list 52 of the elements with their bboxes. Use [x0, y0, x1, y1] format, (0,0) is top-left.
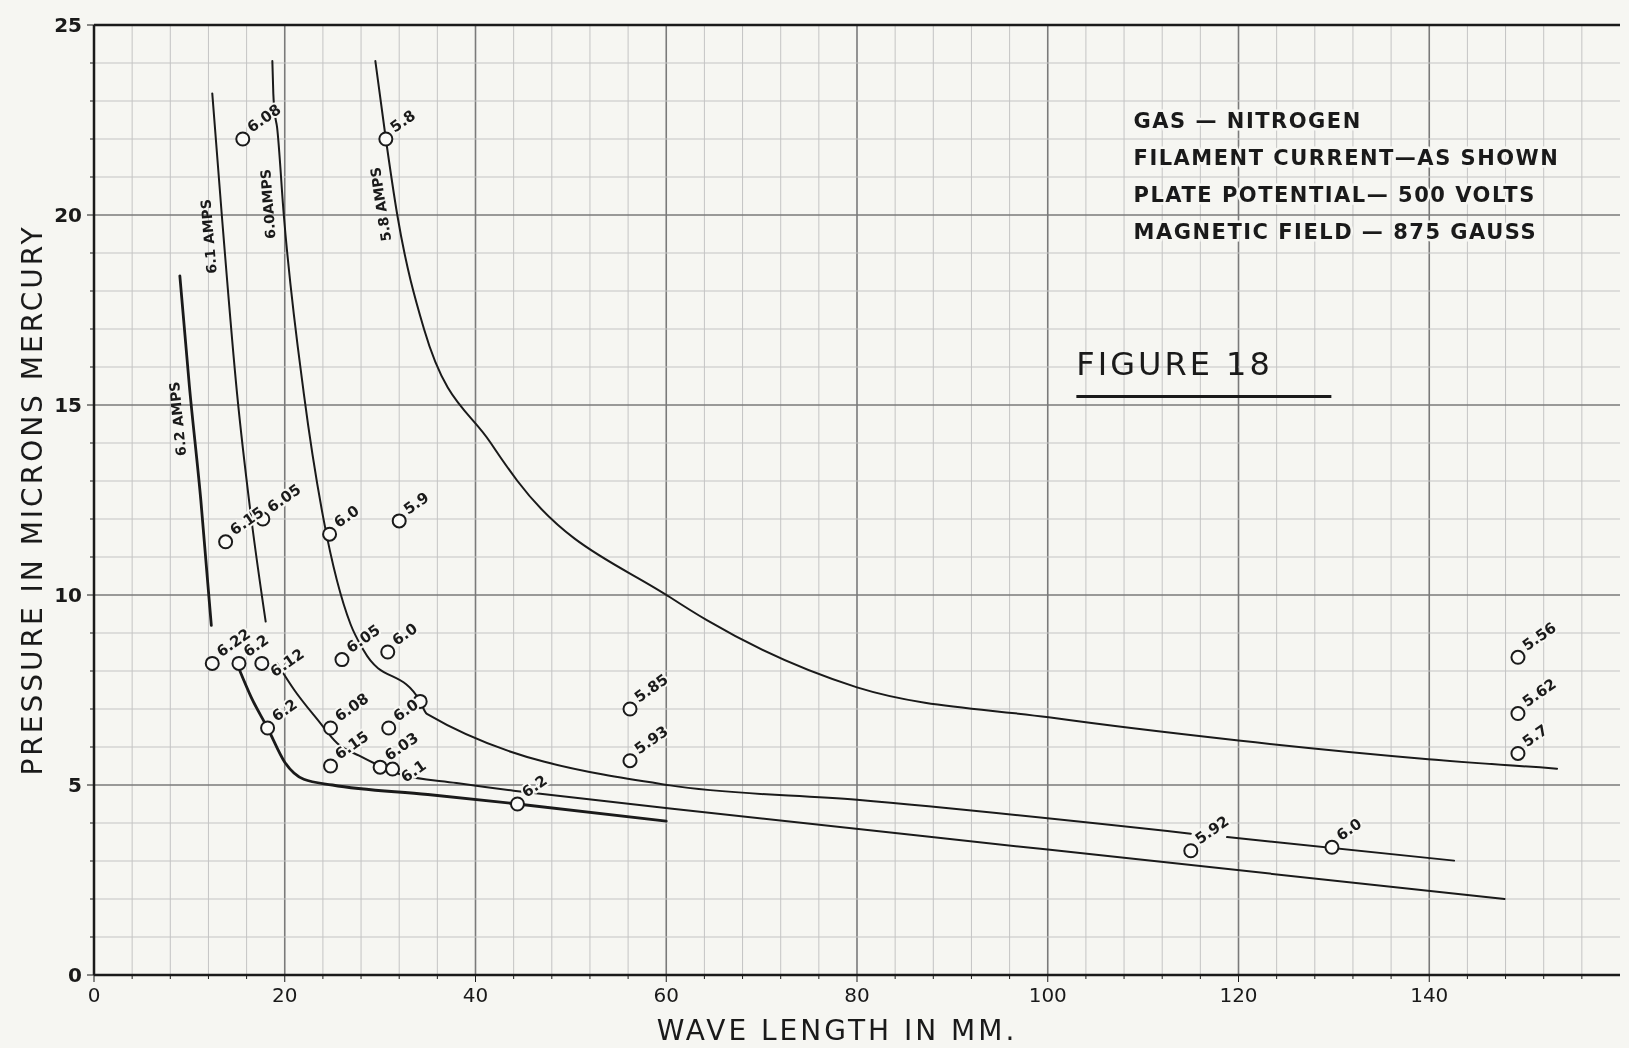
point: [1510, 649, 1526, 665]
point: [334, 652, 350, 668]
point: [622, 701, 638, 717]
point: [622, 753, 638, 769]
x-tick-label: 20: [272, 983, 298, 1007]
x-tick-label: 80: [844, 983, 870, 1007]
point: [235, 131, 251, 147]
x-tick-label: 60: [653, 983, 679, 1007]
point: [391, 513, 407, 529]
text: FIGURE 18: [1076, 344, 1273, 383]
point: [1183, 843, 1199, 859]
x-tick-label: 0: [87, 983, 101, 1007]
y-tick-label: 25: [54, 13, 82, 37]
y-tick-label: 15: [54, 393, 82, 417]
point: [323, 758, 339, 774]
annotation: 6.1: [397, 756, 430, 787]
y-axis-title: PRESSURE IN MICRONS MERCURY: [16, 224, 49, 776]
point: [322, 526, 338, 542]
point: [231, 655, 247, 671]
x-tick-label: 40: [462, 983, 489, 1007]
point: [378, 131, 394, 147]
point: [509, 796, 525, 812]
point: [260, 720, 276, 736]
annotation: 6.2: [518, 771, 551, 802]
annotation: 6.0: [388, 619, 421, 650]
annotation: 6.0: [1332, 814, 1366, 845]
annotation: 5.9: [400, 488, 433, 519]
y-tick-label: 5: [68, 773, 82, 797]
point: [372, 759, 388, 775]
point: [254, 655, 270, 671]
y-tick-label: 10: [54, 583, 82, 607]
point: [218, 534, 234, 550]
point: [380, 644, 396, 660]
point: [1510, 745, 1526, 761]
y-tick-label: 0: [68, 963, 82, 987]
point: [1324, 839, 1340, 855]
point: [204, 655, 220, 671]
annotation: 6.0: [330, 501, 363, 532]
text: 6.0AMPS: [257, 168, 279, 240]
text: 6.1 AMPS: [197, 198, 220, 275]
y-tick-label: 20: [54, 203, 82, 227]
text: 5.8 AMPS: [367, 166, 395, 243]
annotation: 6.2: [268, 695, 301, 726]
text: 6.2 AMPS: [165, 380, 190, 457]
x-tick-label: 120: [1219, 983, 1258, 1007]
x-axis-title: WAVE LENGTH IN MM.: [656, 1014, 1018, 1047]
annotation: 5.8: [386, 106, 419, 137]
point: [1510, 706, 1526, 722]
x-tick-label: 100: [1028, 983, 1067, 1007]
x-tick-label: 140: [1410, 983, 1449, 1007]
annotation: 5.7: [1518, 720, 1552, 751]
point: [385, 761, 401, 777]
